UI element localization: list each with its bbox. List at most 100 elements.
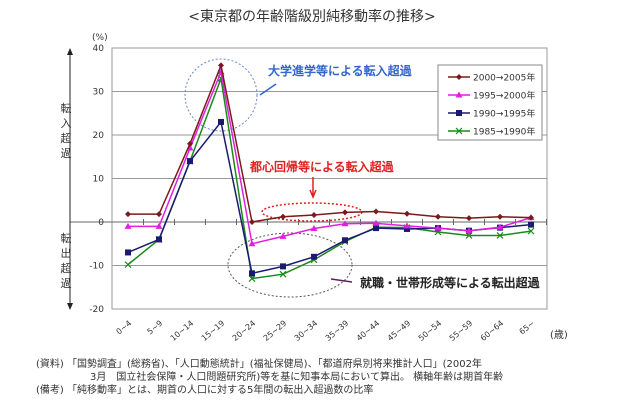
y-tick-label: 20 [93, 131, 105, 141]
x-tick-label: 65~ [518, 319, 537, 337]
marker-x [496, 232, 504, 239]
arrow-up-icon [67, 48, 73, 55]
marker-diamond [435, 213, 441, 220]
y-tick-label: -10 [89, 262, 104, 272]
marker-x [279, 270, 287, 278]
source-note-2: 3月 国立社会保障・人口問題研究所)等を基に知事本局において算出。 横軸年齢は期… [90, 372, 504, 383]
marker-square [249, 270, 255, 277]
marker-diamond [528, 214, 534, 221]
arrow-icon [259, 83, 277, 96]
label-net-outflow: 超 [61, 261, 72, 275]
marker-square [280, 263, 286, 270]
x-unit-label: (歳) [550, 329, 568, 341]
marker-square [187, 158, 193, 165]
x-tick-label: 35~39 [324, 319, 351, 343]
x-tick-label: 0~4 [115, 319, 134, 337]
legend-label: 2000→2005年 [473, 72, 535, 84]
marker-x [248, 275, 256, 282]
marker-diamond [218, 62, 224, 69]
marker-diamond [373, 208, 379, 215]
y-tick-label: 10 [93, 175, 105, 185]
y-tick-label: -20 [89, 305, 104, 315]
marker-diamond [156, 211, 162, 218]
x-tick-label: 50~54 [417, 319, 444, 343]
x-tick-label: 25~29 [262, 319, 289, 343]
x-tick-label: 55~59 [448, 319, 475, 343]
annotation-urban-return: 都心回帰等による転入超過 [249, 159, 395, 174]
marker-triangle [496, 223, 504, 230]
y-unit-label: (%) [92, 33, 108, 43]
legend-label: 1985→1990年 [473, 126, 535, 138]
marker-x [124, 261, 132, 269]
x-tick-label: 15~19 [200, 319, 227, 343]
arrow-down-icon [67, 303, 73, 310]
series-1995→2000年 [124, 68, 535, 247]
highlight-ellipse [227, 232, 353, 298]
marker-square [342, 237, 348, 244]
label-net-inflow: 過 [61, 147, 72, 160]
marker-diamond [187, 140, 193, 147]
marker-triangle [465, 227, 473, 234]
marker-square [404, 225, 410, 232]
label-net-inflow: 超 [61, 131, 72, 145]
source-note-1: (資料) 「国勢調査」(総務省)、「人口動態統計」(福祉保健局)、「都道府県別将… [36, 359, 482, 370]
marker-triangle [341, 220, 349, 227]
label-net-outflow: 過 [61, 277, 72, 290]
marker-triangle [124, 222, 132, 229]
marker-square [311, 253, 317, 260]
legend-label: 1995→2000年 [473, 90, 535, 102]
x-tick-label: 40~44 [355, 319, 382, 343]
series-line [127, 75, 532, 280]
marker-diamond [249, 219, 255, 225]
marker-x [455, 127, 463, 135]
marker-diamond [466, 215, 472, 222]
y-tick-label: 40 [93, 44, 105, 54]
label-net-outflow: 転 [61, 232, 72, 245]
marker-triangle [248, 240, 256, 247]
marker-diamond [404, 210, 410, 217]
y-tick-label: 30 [93, 88, 105, 98]
marker-square [218, 118, 224, 125]
highlight-circle [184, 58, 258, 132]
marker-triangle [403, 222, 411, 229]
x-tick-label: 20~24 [231, 319, 258, 343]
x-tick-label: 30~34 [293, 319, 320, 343]
remark-note: (備考) 「純移動率」とは、期首の人口に対する5年間の転出入超過数の比率 [36, 385, 374, 396]
marker-square [528, 221, 534, 228]
marker-square [156, 236, 162, 243]
marker-square [125, 249, 131, 256]
label-net-inflow: 転 [61, 102, 72, 115]
y-tick-label: 0 [98, 218, 104, 228]
marker-square [373, 225, 379, 232]
marker-diamond [280, 213, 286, 220]
chart-title: <東京都の年齢階級別純移動率の推移> [188, 8, 435, 25]
marker-square [456, 110, 462, 116]
marker-triangle [434, 224, 442, 231]
arrow-down-icon [309, 177, 317, 199]
marker-x [527, 227, 535, 235]
marker-diamond [497, 213, 503, 220]
legend-label: 1990→1995年 [473, 108, 535, 120]
annotation-university: 大学進学等による転入超過 [268, 63, 413, 78]
label-net-outflow: 出 [61, 246, 72, 260]
x-tick-label: 60~64 [479, 319, 506, 343]
x-tick-label: 5~9 [146, 319, 165, 337]
marker-triangle [310, 225, 318, 232]
marker-triangle [372, 219, 380, 226]
marker-triangle [155, 222, 163, 229]
marker-diamond [311, 212, 317, 219]
x-tick-label: 10~14 [169, 319, 196, 343]
series-line [128, 69, 532, 245]
marker-diamond [456, 74, 462, 80]
marker-triangle [279, 232, 287, 239]
x-tick-label: 45~49 [386, 319, 413, 343]
marker-triangle [455, 91, 463, 98]
marker-diamond [342, 209, 348, 216]
annotation-employment: 就職・世帯形成等による転出超過 [360, 275, 541, 290]
series-2000→2005年 [125, 62, 534, 225]
marker-diamond [125, 211, 131, 218]
arrow-icon [330, 278, 353, 283]
label-net-inflow: 入 [61, 117, 72, 130]
series-line [128, 62, 532, 223]
